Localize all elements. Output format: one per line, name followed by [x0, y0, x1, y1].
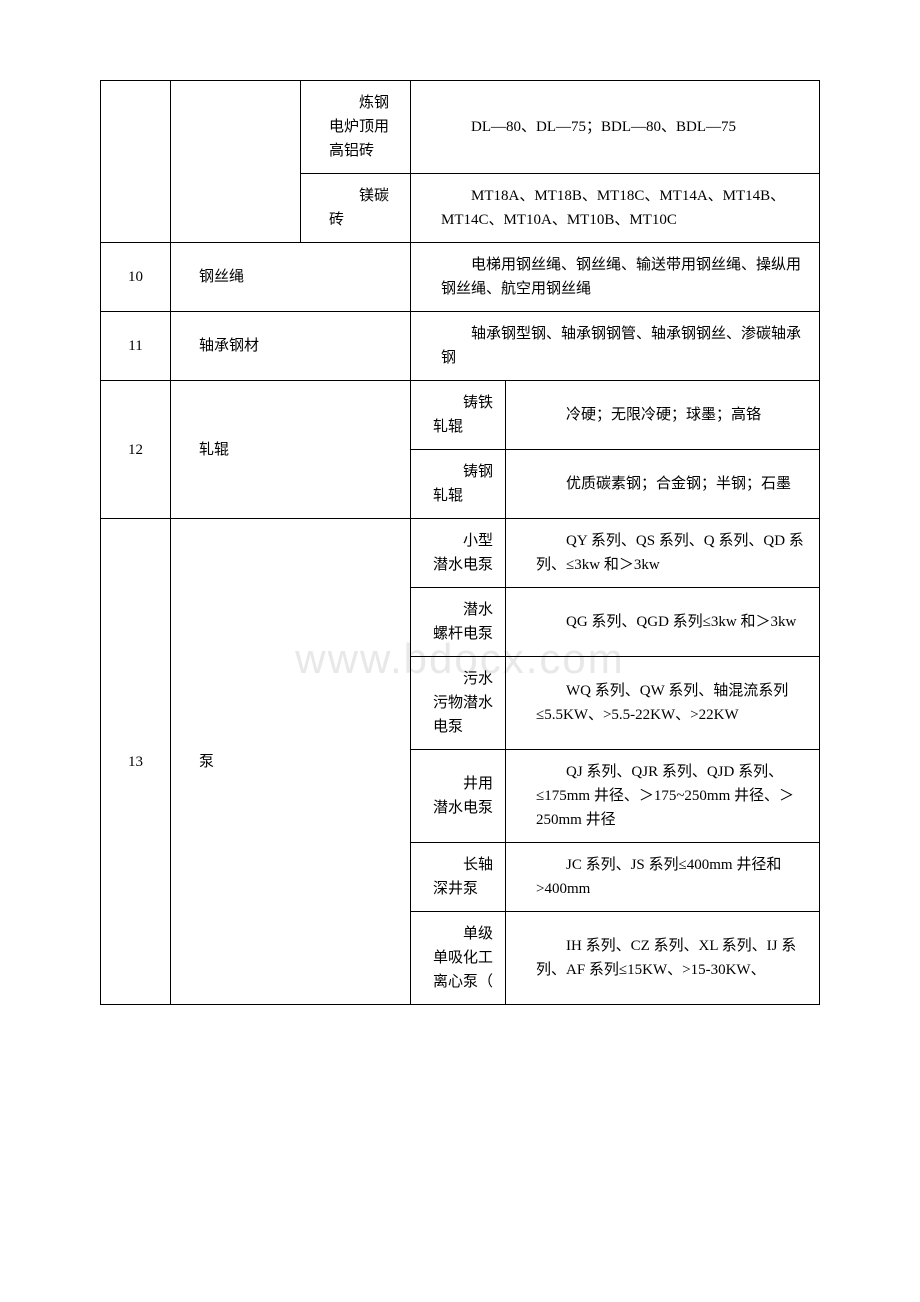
cell-content: 优质碳素钢；合金钢；半钢；石墨	[506, 450, 820, 519]
cell-content: IH 系列、CZ 系列、XL 系列、IJ 系列、AF 系列≤15KW、>15-3…	[506, 912, 820, 1005]
cell-content: 电梯用钢丝绳、钢丝绳、输送带用钢丝绳、操纵用钢丝绳、航空用钢丝绳	[411, 243, 820, 312]
cell-content: QG 系列、QGD 系列≤3kw 和＞3kw	[506, 588, 820, 657]
cell-cat: 钢丝绳	[171, 243, 411, 312]
cell-subcat: 铸铁轧辊	[411, 381, 506, 450]
cell-num: 11	[101, 312, 171, 381]
table-row: 炼钢电炉顶用高铝砖 DL—80、DL—75；BDL—80、BDL—75	[101, 81, 820, 174]
cell-content: JC 系列、JS 系列≤400mm 井径和>400mm	[506, 843, 820, 912]
cell-subcat: 单级单吸化工离心泵（	[411, 912, 506, 1005]
cell-content: 冷硬；无限冷硬；球墨；高铬	[506, 381, 820, 450]
cell-num-empty	[101, 81, 171, 243]
cell-content: DL—80、DL—75；BDL—80、BDL—75	[411, 81, 820, 174]
cell-subcat: 炼钢电炉顶用高铝砖	[301, 81, 411, 174]
data-table: 炼钢电炉顶用高铝砖 DL—80、DL—75；BDL—80、BDL—75 镁碳砖 …	[100, 80, 820, 1005]
cell-content: 轴承钢型钢、轴承钢钢管、轴承钢钢丝、渗碳轴承钢	[411, 312, 820, 381]
table-row: 11 轴承钢材 轴承钢型钢、轴承钢钢管、轴承钢钢丝、渗碳轴承钢	[101, 312, 820, 381]
cell-cat: 泵	[171, 519, 411, 1005]
cell-subcat: 长轴深井泵	[411, 843, 506, 912]
cell-subcat: 潜水螺杆电泵	[411, 588, 506, 657]
cell-cat: 轧辊	[171, 381, 411, 519]
cell-content: QY 系列、QS 系列、Q 系列、QD 系列、≤3kw 和＞3kw	[506, 519, 820, 588]
cell-subcat: 污水污物潜水电泵	[411, 657, 506, 750]
table-row: 10 钢丝绳 电梯用钢丝绳、钢丝绳、输送带用钢丝绳、操纵用钢丝绳、航空用钢丝绳	[101, 243, 820, 312]
cell-num: 13	[101, 519, 171, 1005]
cell-num: 10	[101, 243, 171, 312]
cell-subcat: 小型潜水电泵	[411, 519, 506, 588]
cell-subcat: 井用潜水电泵	[411, 750, 506, 843]
cell-subcat: 铸钢轧辊	[411, 450, 506, 519]
cell-content: WQ 系列、QW 系列、轴混流系列≤5.5KW、>5.5-22KW、>22KW	[506, 657, 820, 750]
cell-cat-empty	[171, 81, 301, 243]
cell-content: MT18A、MT18B、MT18C、MT14A、MT14B、MT14C、MT10…	[411, 174, 820, 243]
table-row: 13 泵 小型潜水电泵 QY 系列、QS 系列、Q 系列、QD 系列、≤3kw …	[101, 519, 820, 588]
cell-num: 12	[101, 381, 171, 519]
cell-content: QJ 系列、QJR 系列、QJD 系列、≤175mm 井径、＞175~250mm…	[506, 750, 820, 843]
table-row: 12 轧辊 铸铁轧辊 冷硬；无限冷硬；球墨；高铬	[101, 381, 820, 450]
cell-subcat: 镁碳砖	[301, 174, 411, 243]
cell-cat: 轴承钢材	[171, 312, 411, 381]
